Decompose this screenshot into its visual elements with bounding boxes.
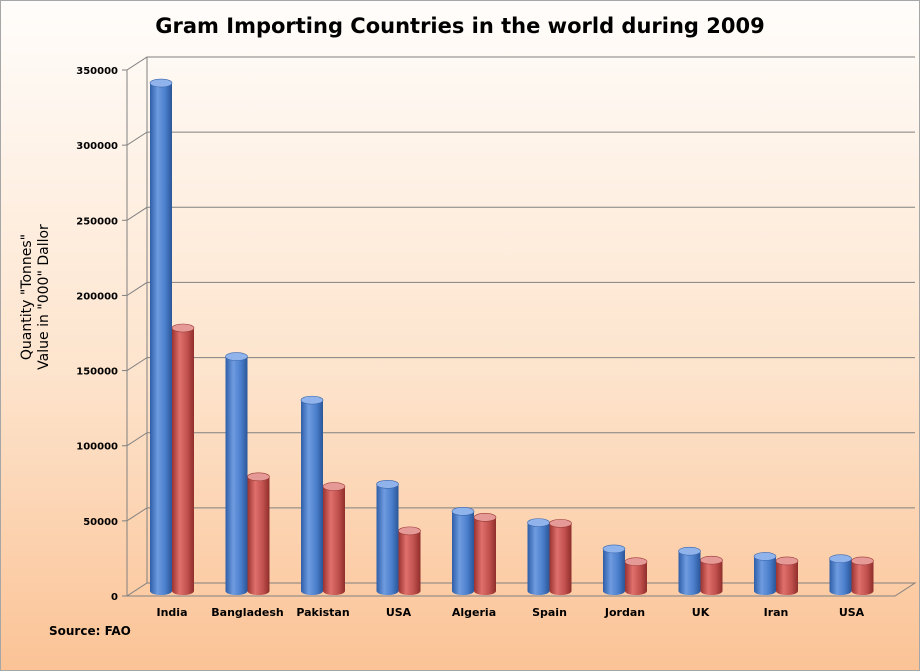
axes [122,57,917,597]
bars [149,78,874,595]
bar-value-9 [851,556,874,595]
axis-labels: 0 50000 100000 150000 200000 250000 300000 3500… [76,66,864,619]
bar-value-3 [398,526,421,595]
x-tick-label: UK [692,606,710,619]
bar-value-6 [624,557,648,595]
bar-quantity-9 [829,554,852,595]
bar-value-7 [700,555,723,595]
gridline [126,131,915,146]
y-tick-label: 0 [111,592,118,603]
bar-quantity-7 [678,546,701,595]
bar-value-4 [473,513,497,595]
bar-value-1 [247,472,270,595]
x-tick-label: Spain [532,606,567,619]
bar-quantity-4 [451,507,475,595]
y-tick-label: 150000 [76,367,118,378]
x-tick-label: Iran [764,606,789,619]
bar-value-2 [322,482,346,595]
bar-value-5 [549,519,572,595]
y-tick-label: 350000 [76,66,118,77]
source-note: Source: FAO [49,624,131,638]
bar-quantity-8 [753,552,777,595]
bar-quantity-0 [149,78,173,595]
gridline [126,206,915,221]
gridline [126,281,915,296]
x-tick-label: India [157,606,188,619]
x-tick-label: Jordan [604,606,645,619]
x-tick-label: Pakistan [296,606,349,619]
y-tick-label: 200000 [76,291,118,302]
bar-quantity-3 [376,479,399,595]
bar-value-8 [775,556,799,595]
bar-quantity-1 [225,352,248,595]
gridline [126,56,915,71]
bar-quantity-6 [602,544,626,595]
chart-title: Gram Importing Countries in the world du… [155,14,765,38]
x-tick-label: Bangladesh [211,606,283,619]
y-tick-label: 300000 [76,141,118,152]
bar-quantity-5 [527,518,550,595]
y-tick-label: 100000 [76,442,118,453]
bar-value-0 [171,323,195,595]
y-tick-label: 50000 [83,517,118,528]
y-tick-label: 250000 [76,216,118,227]
x-tick-label: USA [839,606,865,619]
x-tick-label: USA [386,606,412,619]
x-tick-label: Algeria [452,606,496,619]
bar-quantity-2 [300,395,324,595]
